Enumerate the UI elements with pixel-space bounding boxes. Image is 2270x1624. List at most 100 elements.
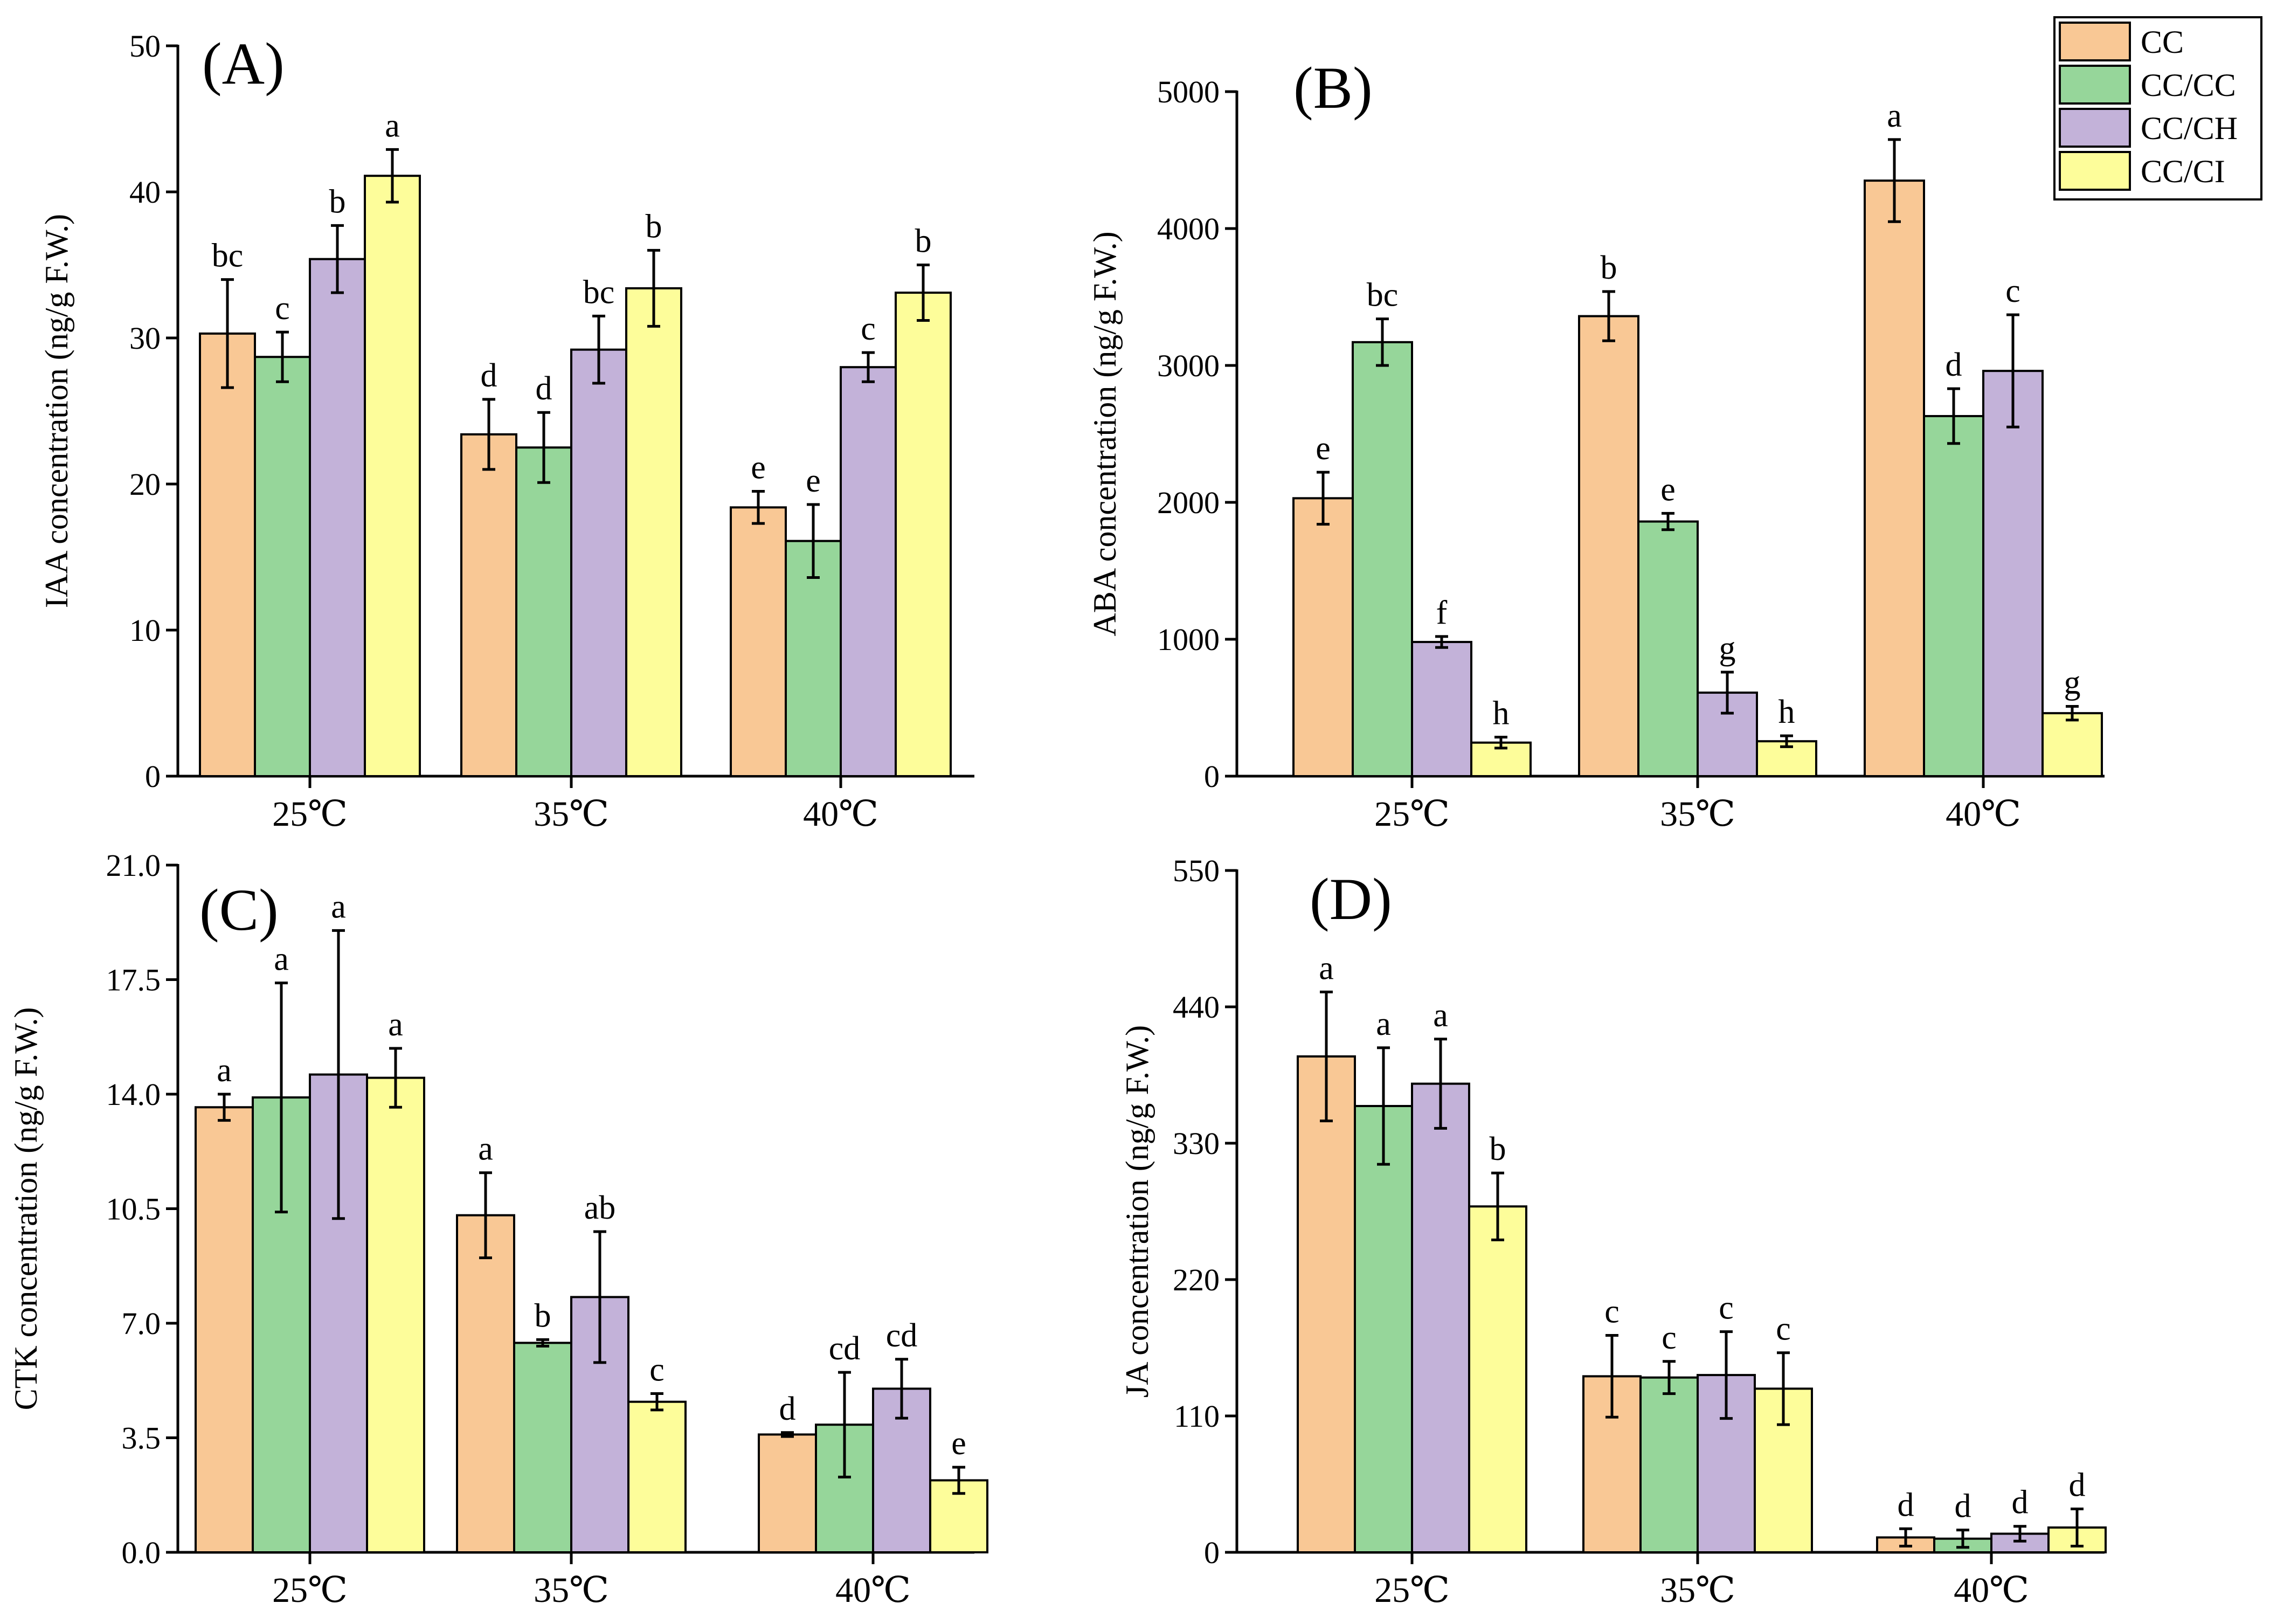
significance-letter: d (1955, 1488, 1971, 1525)
bar-cc-25 (1297, 1055, 1356, 1553)
y-tick-label: 0 (145, 759, 161, 794)
error-bar (479, 1171, 492, 1260)
bar-cc-cc-40 (785, 540, 842, 777)
significance-letter: c (2005, 273, 2020, 309)
bar-cc-ci-25 (366, 1076, 425, 1553)
bar-cc-cc-25 (1354, 1105, 1413, 1553)
bar-cc-cc-35 (1637, 520, 1699, 777)
error-bar (781, 1431, 794, 1438)
y-tick-label: 0 (1204, 1535, 1220, 1570)
error-bar (1777, 1351, 1790, 1426)
bar-cc-ch-25 (309, 258, 366, 778)
significance-letter: c (275, 290, 290, 327)
significance-letter: a (1376, 1006, 1391, 1042)
significance-letter: g (1719, 630, 1736, 667)
bar-cc-cc-35 (515, 446, 572, 777)
significance-letter: a (217, 1052, 232, 1089)
significance-letter: c (1776, 1311, 1791, 1347)
error-bar (2066, 704, 2079, 722)
y-tick-label: 440 (1173, 990, 1220, 1025)
y-axis-title: CTK concentration (ng/g F.W.) (8, 1007, 44, 1411)
legend-swatch-cc-cc (2059, 65, 2131, 105)
significance-letter: bc (583, 274, 615, 310)
panel-a: 0 10 20 30 40 50 IAA concentration (ng/g F.W.)… (39, 29, 974, 834)
significance-letter: b (915, 223, 932, 260)
significance-letter: d (779, 1391, 796, 1427)
panel-label: (A) (202, 31, 285, 96)
significance-letter: g (2064, 664, 2081, 701)
legend-label: CC (2141, 24, 2184, 60)
significance-letter: bc (212, 238, 244, 274)
significance-letter: b (1490, 1131, 1506, 1167)
panel-d: 0 110 220 330 440 550 JA concentration (ng/g F… (1119, 853, 2107, 1610)
y-axis-title: ABA concentration (ng/g F.W.) (1087, 231, 1123, 636)
y-tick-label: 330 (1173, 1126, 1220, 1161)
error-bar (650, 1392, 663, 1412)
significance-letter: d (1946, 347, 1962, 383)
error-bar (482, 398, 495, 471)
y-axis-title: JA concentration (ng/g F.W.) (1119, 1025, 1155, 1398)
x-tick-label: 40℃ (1954, 1571, 2029, 1610)
error-bar (952, 1466, 965, 1495)
bar-cc-ch-40 (1982, 370, 2044, 777)
significance-letter: e (751, 450, 766, 486)
y-tick-label: 5000 (1157, 74, 1220, 109)
significance-letter: b (1601, 250, 1617, 286)
bar-cc-ch-25 (1411, 1082, 1470, 1553)
error-bar (218, 1093, 231, 1122)
bar-cc-25 (195, 1106, 254, 1553)
x-tick-label: 40℃ (1946, 794, 2021, 834)
significance-letter: d (2069, 1467, 2086, 1504)
x-tick-label: 35℃ (1660, 794, 1735, 834)
bar-cc-ci-40 (2041, 712, 2103, 778)
error-bar (1663, 1360, 1676, 1395)
significance-letter: a (478, 1131, 493, 1167)
panel-b: 0 1000 2000 3000 4000 5000 ABA concentration (… (1087, 55, 2105, 834)
panel-label: (B) (1293, 55, 1373, 121)
error-bar (332, 929, 345, 1220)
legend-label: CC/CC (2141, 67, 2236, 103)
error-bar (752, 490, 765, 525)
bar-cc-cc-25 (254, 356, 311, 777)
y-tick-label: 1000 (1157, 622, 1220, 657)
y-tick-label: 3000 (1157, 348, 1220, 383)
significance-letter: e (1316, 430, 1331, 467)
significance-letter: e (806, 462, 821, 499)
x-tick-label: 40℃ (835, 1571, 911, 1610)
significance-letter: c (649, 1352, 665, 1388)
x-tick-label: 40℃ (803, 794, 878, 834)
error-bar (1947, 387, 1960, 445)
significance-letter: c (1604, 1294, 1620, 1330)
bar-cc-ci-35 (627, 1400, 687, 1554)
bar-cc-40 (758, 1433, 817, 1553)
significance-letter: a (1433, 997, 1448, 1034)
y-tick-label: 21.0 (106, 848, 161, 883)
bar-cc-ci-25 (1470, 741, 1532, 778)
significance-letter: b (329, 183, 346, 220)
bar-cc-ci-25 (1468, 1205, 1527, 1554)
significance-letter: d (2012, 1484, 2029, 1521)
y-tick-label: 10.5 (106, 1192, 161, 1227)
legend-label: CC/CH (2141, 110, 2238, 146)
error-bar (1494, 736, 1507, 750)
x-tick-label: 25℃ (272, 794, 348, 834)
error-bar (838, 1371, 851, 1478)
significance-letter: bc (1367, 277, 1399, 314)
error-bar (221, 278, 234, 389)
y-axis-title: IAA concentration (ng/g F.W.) (39, 214, 74, 608)
error-bar (1376, 317, 1389, 367)
significance-letter: cd (886, 1317, 918, 1354)
bar-cc-ch-40 (872, 1387, 931, 1553)
significance-letter: a (274, 941, 289, 978)
bar-cc-cc-35 (1639, 1376, 1699, 1553)
error-bar (1720, 1330, 1733, 1420)
error-bar (1434, 1038, 1447, 1130)
error-bar (2006, 313, 2019, 429)
significance-letter: ab (584, 1190, 616, 1226)
bar-cc-cc-35 (513, 1342, 572, 1553)
panel-c: 0.0 3.5 7.0 10.5 14.0 17.5 21.0 CTK concentrati… (8, 848, 988, 1610)
error-bar (537, 411, 550, 484)
bar-cc-35 (456, 1214, 515, 1553)
y-tick-label: 550 (1173, 853, 1220, 888)
y-tick-label: 10 (129, 613, 161, 648)
